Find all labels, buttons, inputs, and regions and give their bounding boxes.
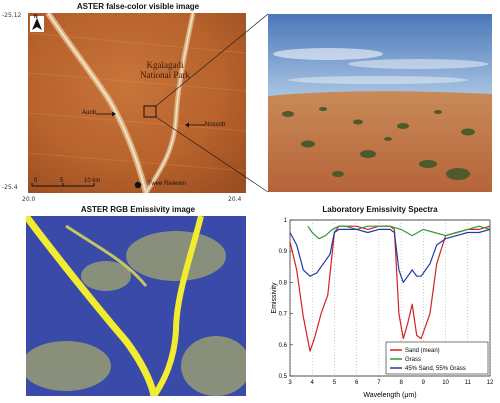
x-tick-label: 10 (442, 380, 449, 386)
lon-right-label: 20.4 (228, 196, 242, 203)
y-tick-label: 1 (284, 218, 288, 224)
top-left-title: ASTER false-color visible image (76, 2, 200, 11)
x-tick-label: 6 (355, 380, 359, 386)
y-tick-label: 0.8 (279, 280, 288, 286)
x-tick-label: 12 (487, 380, 494, 386)
y-tick-label: 0.6 (279, 343, 288, 349)
lon-left-label: 20.0 (22, 196, 36, 203)
x-tick-label: 9 (422, 380, 426, 386)
auob-arrow (96, 111, 116, 117)
legend-mix: 45% Sand, 55% Grass (405, 366, 466, 372)
false-color-image (28, 13, 246, 193)
lat-bottom-label: -25.4 (2, 184, 18, 191)
y-axis-label: Emissivity (271, 282, 278, 314)
park-label-line-2: National Park (140, 70, 190, 80)
y-tick-label: 0.7 (279, 312, 288, 318)
park-label: Kgalagadi National Park (120, 60, 210, 80)
x-tick-label: 5 (333, 380, 337, 386)
x-tick-label: 8 (399, 380, 403, 386)
chart-title: Laboratory Emissivity Spectra (322, 205, 438, 214)
emissivity-spectra-chart: 3 4 5 6 7 8 9 10 11 12 0.5 0.6 0.7 0.8 0.9 1 Emissivity… (268, 216, 494, 400)
scale-tick-0: 0 (34, 178, 38, 184)
series-line-1 (307, 225, 491, 240)
park-label-line-1: Kgalagadi (146, 60, 184, 70)
x-axis-label: Wavelength (μm) (363, 392, 416, 399)
landscape-photo (268, 14, 492, 192)
bottom-left-title: ASTER RGB Emissivity image (80, 205, 196, 214)
lat-top-label: -25.12 (2, 12, 22, 19)
auob-label: Auob (82, 110, 97, 116)
legend: Sand (mean) Grass 45% Sand, 55% Grass (385, 341, 489, 375)
legend-sand: Sand (mean) (405, 348, 440, 354)
emissivity-image (26, 216, 246, 396)
legend-grass: Grass (405, 357, 421, 363)
x-tick-label: 3 (288, 380, 292, 386)
x-tick-label: 11 (465, 380, 472, 386)
nossob-arrow (185, 122, 205, 128)
series-line-2 (289, 228, 491, 284)
twee-rivieren-label: Twee Rivieren (148, 181, 187, 187)
x-tick-label: 4 (311, 380, 315, 386)
scale-tick-5: 5 (60, 178, 64, 184)
series-line-0 (289, 225, 491, 352)
x-tick-label: 7 (377, 380, 381, 386)
scale-tick-10: 10 km (84, 178, 101, 184)
y-tick-label: 0.9 (279, 249, 288, 255)
y-tick-label: 0.5 (279, 374, 288, 380)
nossob-label: Nossob (205, 122, 226, 128)
north-label: N (34, 14, 38, 20)
